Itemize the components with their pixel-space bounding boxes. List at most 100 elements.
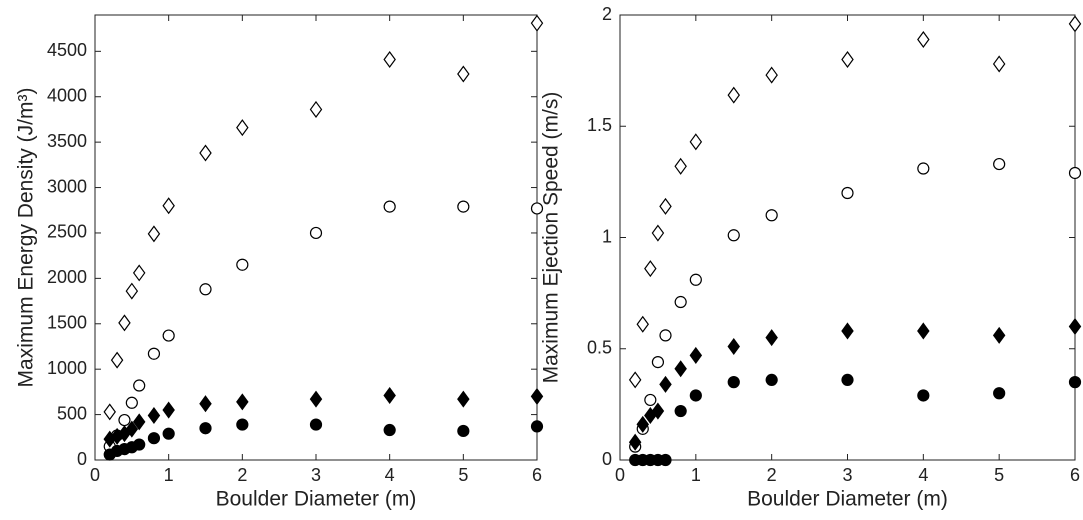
diamond-marker	[689, 346, 703, 364]
diamond-marker	[125, 420, 139, 438]
circle-marker	[125, 396, 138, 409]
circle-marker	[530, 202, 544, 215]
y-tick-label: 3000	[47, 176, 87, 196]
diamond-marker	[162, 401, 175, 419]
x-tick-label: 4	[918, 465, 928, 485]
diamond-marker	[1068, 15, 1082, 33]
x-tick-label: 4	[385, 465, 395, 485]
circle-marker	[457, 200, 470, 213]
y-axis-label: Maximum Energy Density (J/m³)	[15, 88, 38, 388]
diamond-marker	[457, 65, 470, 83]
circle-marker	[841, 373, 854, 386]
circle-marker	[199, 283, 212, 296]
y-tick-label: 2000	[47, 267, 87, 287]
y-tick-label: 3500	[47, 131, 87, 151]
circle-marker	[727, 229, 740, 242]
diamond-marker	[383, 387, 396, 405]
circle-marker	[236, 258, 249, 271]
y-tick-label: 1.5	[587, 115, 612, 135]
diamond-marker	[674, 360, 687, 378]
circle-marker	[689, 389, 702, 402]
diamond-marker	[659, 375, 672, 393]
diamond-marker	[651, 402, 665, 420]
x-tick-label: 0	[615, 465, 625, 485]
circle-marker	[309, 418, 323, 431]
circle-marker	[659, 329, 672, 342]
x-tick-label: 2	[237, 465, 247, 485]
diamond-marker	[147, 406, 161, 425]
x-tick-label: 2	[767, 465, 777, 485]
plot-area	[619, 14, 1076, 461]
circle-marker	[162, 329, 175, 342]
x-tick-label: 0	[90, 465, 100, 485]
diamond-marker	[383, 50, 396, 69]
x-axis-label: Boulder Diameter (m)	[747, 488, 948, 511]
diamond-marker	[765, 66, 778, 84]
y-tick-label: 2	[602, 4, 612, 24]
diamond-marker	[644, 260, 657, 278]
diamond-marker	[309, 100, 323, 118]
diamond-marker	[636, 315, 649, 333]
circle-marker	[841, 186, 854, 200]
x-tick-label: 1	[691, 465, 701, 485]
circle-marker	[993, 157, 1006, 171]
circle-marker	[147, 432, 161, 445]
y-tick-label: 2500	[47, 222, 87, 242]
x-tick-label: 6	[532, 465, 542, 485]
circle-marker	[689, 273, 702, 286]
circle-marker	[765, 373, 778, 386]
diamond-marker	[841, 50, 854, 69]
y-tick-label: 4000	[47, 85, 87, 105]
circle-marker	[118, 413, 131, 427]
x-tick-label: 5	[458, 465, 468, 485]
diamond-marker	[236, 393, 249, 411]
circle-marker	[644, 393, 657, 407]
circle-marker	[236, 418, 249, 431]
y-tick-label: 4500	[47, 40, 87, 60]
circle-marker	[917, 162, 930, 175]
y-tick-label: 0	[602, 449, 612, 469]
circle-marker	[674, 295, 687, 309]
circle-marker	[383, 200, 396, 213]
diamond-marker	[132, 264, 146, 282]
diamond-marker	[309, 390, 323, 408]
y-tick-label: 0.5	[587, 338, 612, 358]
diamond-marker	[992, 326, 1006, 344]
circle-marker	[147, 347, 161, 360]
diamond-marker	[689, 133, 703, 151]
diamond-marker	[992, 55, 1006, 73]
diamond-marker	[530, 14, 544, 32]
circle-marker	[1068, 376, 1082, 389]
circle-marker	[651, 356, 665, 369]
y-tick-label: 1	[602, 226, 612, 246]
diamond-marker	[674, 157, 687, 175]
diamond-marker	[841, 322, 854, 340]
diamond-marker	[457, 390, 470, 408]
diamond-marker	[530, 387, 544, 405]
diamond-marker	[727, 86, 740, 104]
diamond-marker	[199, 395, 212, 413]
circle-marker	[133, 438, 146, 451]
y-tick-label: 1500	[47, 313, 87, 333]
circle-marker	[199, 422, 212, 435]
circle-marker	[674, 404, 687, 418]
circle-marker	[659, 453, 672, 467]
diamond-marker	[636, 415, 649, 433]
circle-marker	[917, 389, 930, 402]
x-tick-label: 3	[842, 465, 852, 485]
diamond-marker	[628, 433, 642, 451]
x-tick-label: 5	[994, 465, 1004, 485]
circle-marker	[309, 226, 323, 240]
diamond-marker	[917, 30, 930, 48]
y-tick-label: 0	[77, 449, 87, 469]
x-tick-label: 1	[164, 465, 174, 485]
circle-marker	[133, 379, 146, 392]
circle-marker	[765, 209, 778, 222]
diamond-marker	[162, 197, 175, 215]
x-tick-label: 6	[1070, 465, 1080, 485]
diamond-marker	[1068, 317, 1082, 336]
circle-marker	[530, 420, 544, 433]
diamond-marker	[651, 224, 665, 242]
circle-marker	[457, 424, 470, 438]
circle-marker	[162, 427, 175, 440]
